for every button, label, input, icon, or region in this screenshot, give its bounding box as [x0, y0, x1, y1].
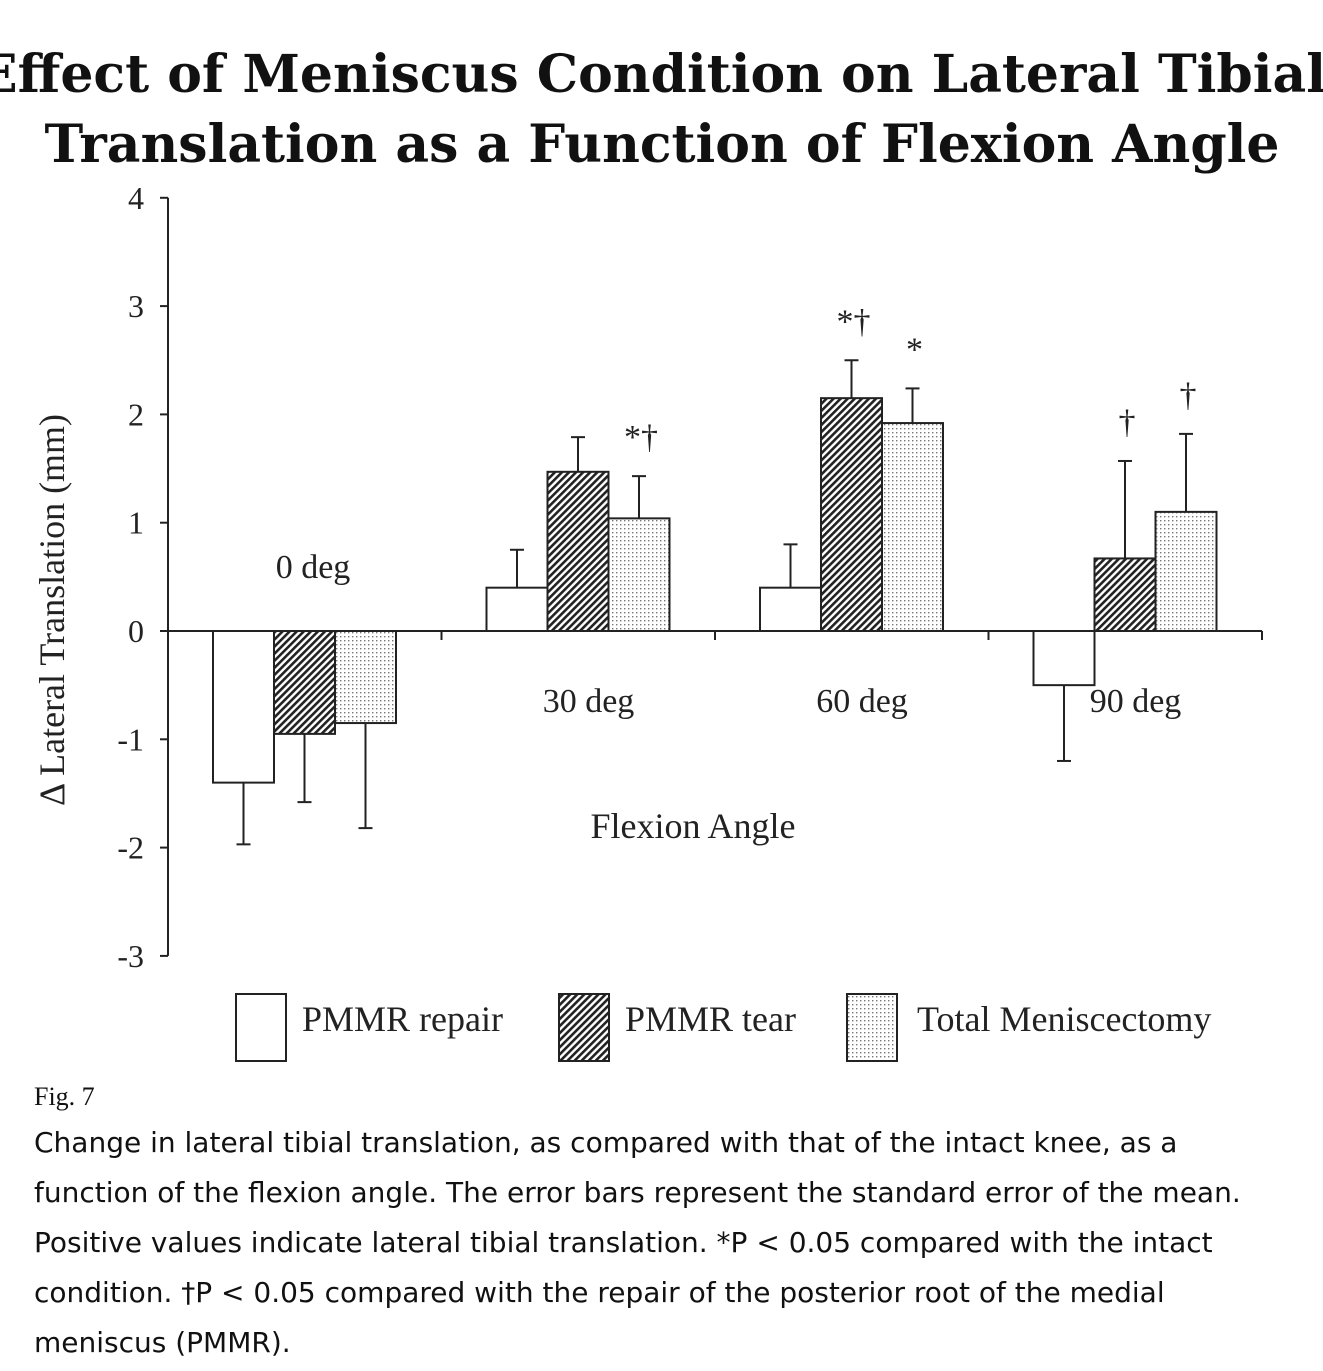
bar: [607, 517, 671, 632]
legend-label: PMMR repair: [302, 999, 503, 1039]
y-tick-label: 3: [128, 288, 144, 324]
bar: [212, 630, 275, 784]
caption-line-4: condition. †P < 0.05 compared with the r…: [34, 1276, 1165, 1309]
y-tick-label: 4: [128, 180, 144, 216]
bar: [546, 470, 610, 633]
category-label: 0 deg: [276, 549, 351, 586]
figure-label: Fig. 7: [34, 1082, 95, 1111]
y-tick-label: 1: [128, 505, 144, 541]
bars: [212, 397, 1218, 784]
y-tick-label: -2: [117, 830, 144, 866]
bar: [820, 397, 883, 632]
category-label: 60 deg: [816, 683, 908, 720]
bar: [1093, 557, 1157, 633]
category-labels: 0 deg 30 deg 60 deg 90 deg: [276, 549, 1182, 720]
category-label: 30 deg: [543, 683, 635, 720]
x-axis-label: Flexion Angle: [591, 806, 796, 846]
y-tick-label: 0: [128, 613, 144, 649]
bar: [273, 630, 336, 735]
y-tick-label: -1: [117, 721, 144, 757]
chart-title-line-1: Effect of Meniscus Condition on Lateral …: [0, 44, 1323, 105]
legend-swatch: [235, 993, 287, 1062]
error-bars: [236, 359, 1193, 846]
legend-swatch: [558, 993, 610, 1062]
bar: [881, 422, 944, 632]
y-tick-label: 2: [128, 396, 144, 432]
bar: [485, 586, 549, 632]
legend: PMMR repair PMMR tear Total Meniscectomy: [235, 993, 1211, 1062]
significance-marker: *†: [624, 419, 658, 456]
chart: Effect of Meniscus Condition on Lateral …: [0, 44, 1323, 1062]
bar: [759, 586, 822, 632]
caption-line-2: function of the flexion angle. The error…: [34, 1176, 1241, 1209]
significance-marker: *: [906, 331, 923, 368]
y-axis: -3 -2 -1 0 1 2 3 4: [117, 180, 169, 974]
bar: [1032, 630, 1096, 687]
y-axis-label: Δ Lateral Translation (mm): [32, 414, 72, 806]
chart-title-line-2: Translation as a Function of Flexion Ang…: [44, 114, 1279, 175]
legend-label: Total Meniscectomy: [917, 999, 1211, 1039]
significance-marker: †: [1119, 404, 1136, 441]
significance-marker: *†: [837, 303, 871, 340]
bar: [1154, 510, 1218, 632]
significance-marker: †: [1180, 377, 1197, 414]
caption-line-3: Positive values indicate lateral tibial …: [34, 1226, 1213, 1259]
category-label: 90 deg: [1090, 683, 1182, 720]
legend-swatch: [846, 993, 898, 1062]
caption-line-5: meniscus (PMMR).: [34, 1326, 291, 1359]
y-tick-label: -3: [117, 938, 144, 974]
legend-label: PMMR tear: [625, 999, 796, 1039]
caption-line-1: Change in lateral tibial translation, as…: [34, 1126, 1178, 1159]
significance-annotations: *†*†*††: [624, 303, 1197, 456]
bar: [334, 630, 397, 725]
